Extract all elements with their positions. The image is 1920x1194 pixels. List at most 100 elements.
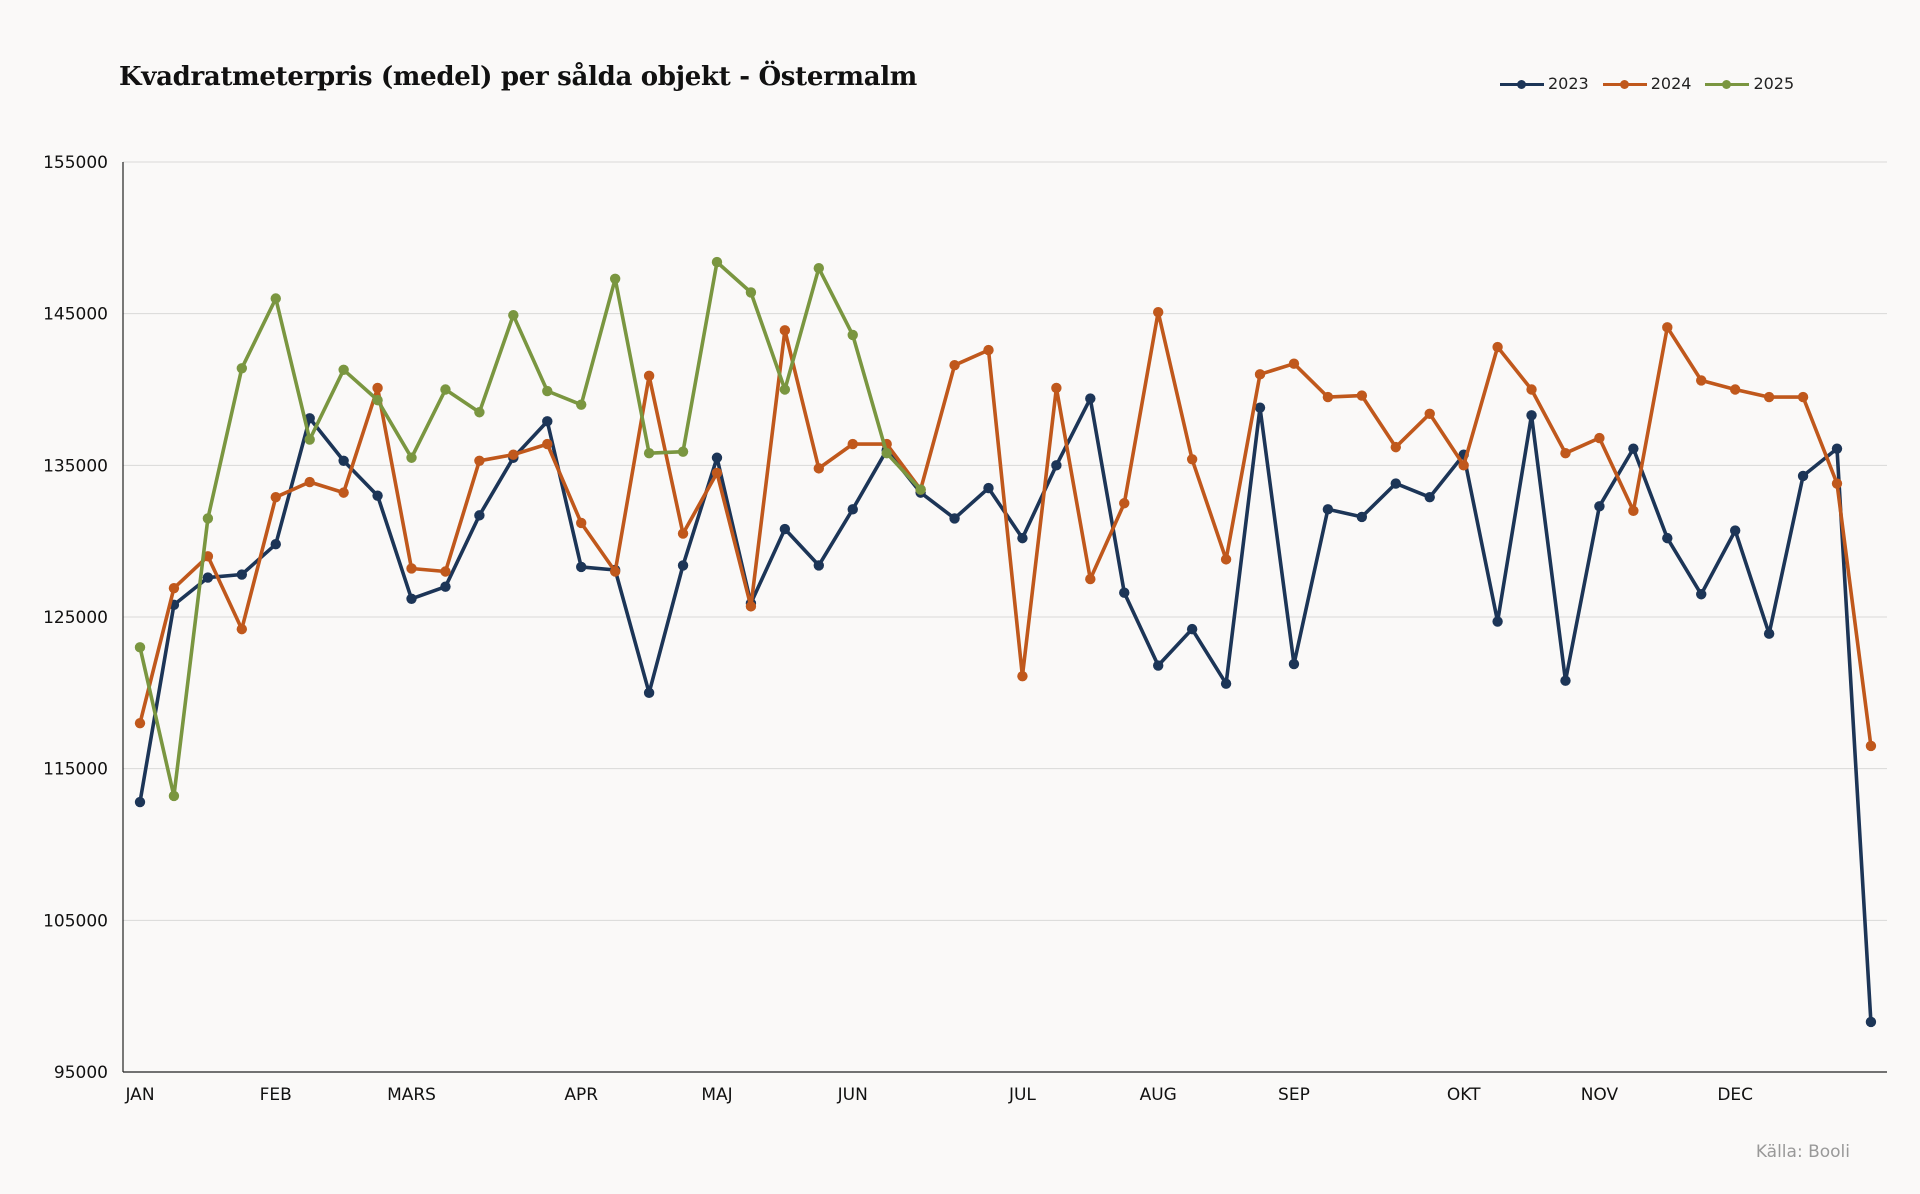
- data-point-2023-30: [1153, 660, 1164, 671]
- data-point-2024-46: [1696, 375, 1707, 386]
- data-point-2024-18: [745, 601, 757, 612]
- data-point-2025-3: [236, 363, 248, 374]
- y-tick-label-145000: 145000: [43, 305, 108, 325]
- data-point-2024-36: [1356, 390, 1368, 401]
- data-point-2025-20: [813, 262, 824, 274]
- data-point-2025-21: [847, 329, 858, 341]
- series-line-2025: [138, 260, 923, 798]
- legend-label-2023: 2023: [1548, 74, 1589, 93]
- x-tick-label-maj: MAJ: [701, 1085, 732, 1105]
- data-point-2025-1: [168, 790, 180, 802]
- legend-item-2025: 2025: [1705, 74, 1794, 93]
- data-point-2024-32: [1220, 554, 1232, 565]
- data-point-2024-28: [1085, 573, 1096, 585]
- y-tick-label-155000: 155000: [43, 153, 108, 173]
- data-point-2024-3: [236, 623, 248, 635]
- x-tick-label-aug: AUG: [1140, 1085, 1177, 1105]
- data-point-2024-35: [1322, 391, 1334, 403]
- x-tick-label-mars: MARS: [387, 1085, 436, 1105]
- series-line-2023: [138, 396, 1873, 1024]
- data-point-2023-28: [1085, 393, 1096, 404]
- data-point-2025-23: [915, 484, 926, 495]
- data-point-2024-20: [813, 463, 824, 474]
- data-point-2023-20: [813, 560, 824, 571]
- data-point-2023-13: [576, 561, 587, 573]
- data-point-2023-4: [270, 539, 281, 550]
- data-point-2023-24: [949, 513, 960, 524]
- data-point-2023-32: [1220, 678, 1232, 689]
- data-point-2023-46: [1696, 589, 1707, 600]
- legend-item-2024: 2024: [1602, 74, 1692, 93]
- data-point-2024-14: [609, 566, 621, 577]
- data-point-2025-7: [372, 394, 383, 406]
- data-point-2024-25: [983, 344, 994, 356]
- y-tick-label-115000: 115000: [43, 760, 108, 780]
- data-point-2025-8: [406, 452, 417, 463]
- data-point-2024-40: [1492, 341, 1503, 353]
- x-tick-label-apr: APR: [564, 1085, 598, 1105]
- data-point-2024-8: [406, 563, 417, 574]
- data-point-2024-1: [168, 582, 180, 594]
- data-point-2023-38: [1424, 491, 1435, 503]
- data-point-2023-3: [236, 569, 248, 580]
- data-point-2024-47: [1729, 384, 1741, 395]
- data-point-2023-9: [440, 581, 451, 592]
- data-point-2023-31: [1186, 623, 1198, 635]
- data-point-2024-31: [1186, 454, 1198, 465]
- data-point-2023-15: [643, 687, 655, 699]
- data-point-2023-5: [304, 413, 315, 424]
- data-point-2023-12: [542, 416, 553, 427]
- x-tick-label-jul: JUL: [1008, 1085, 1036, 1105]
- data-point-2023-45: [1662, 532, 1673, 544]
- data-point-2025-9: [440, 384, 451, 395]
- data-point-2024-7: [372, 382, 383, 394]
- data-point-2025-18: [745, 287, 757, 298]
- data-point-2025-4: [270, 293, 281, 304]
- data-point-2025-13: [576, 399, 587, 410]
- data-point-2024-37: [1390, 441, 1401, 453]
- data-point-2023-10: [474, 510, 485, 521]
- data-point-2024-50: [1831, 478, 1843, 489]
- x-tick-label-nov: NOV: [1581, 1085, 1619, 1105]
- data-point-2023-48: [1763, 628, 1775, 639]
- data-point-2024-11: [508, 449, 519, 460]
- data-point-2024-15: [643, 370, 655, 382]
- data-point-2024-12: [542, 438, 553, 450]
- data-point-2024-34: [1288, 358, 1300, 369]
- data-point-2025-17: [711, 256, 723, 268]
- legend-swatch-2023: [1500, 77, 1544, 91]
- data-point-2024-0: [134, 717, 146, 729]
- x-tick-label-jun: JUN: [837, 1085, 868, 1105]
- data-point-2024-42: [1560, 448, 1571, 459]
- data-point-2023-19: [779, 523, 791, 535]
- data-point-2023-6: [338, 455, 349, 466]
- data-point-2024-38: [1424, 408, 1435, 419]
- data-point-2024-10: [474, 455, 485, 466]
- legend-label-2024: 2024: [1650, 74, 1692, 93]
- data-point-2024-4: [270, 491, 281, 503]
- legend-swatch-2025: [1705, 77, 1750, 91]
- data-point-2024-41: [1526, 384, 1537, 395]
- data-point-2025-14: [609, 273, 621, 284]
- data-point-2025-10: [474, 407, 485, 418]
- data-point-2024-24: [949, 360, 960, 371]
- data-point-2023-37: [1390, 478, 1401, 489]
- data-point-2025-6: [338, 364, 349, 375]
- data-point-2024-27: [1051, 382, 1062, 394]
- data-point-2024-19: [779, 325, 791, 336]
- data-point-2023-17: [711, 452, 723, 463]
- data-point-2024-51: [1865, 740, 1877, 752]
- data-point-2024-39: [1458, 460, 1469, 471]
- data-point-2023-25: [983, 482, 994, 494]
- legend-item-2023: 2023: [1500, 74, 1589, 93]
- legend-label-2025: 2025: [1753, 74, 1795, 93]
- data-point-2025-12: [542, 385, 553, 397]
- data-point-2023-49: [1797, 470, 1809, 482]
- data-point-2024-26: [1017, 670, 1028, 682]
- data-point-2023-51: [1865, 1016, 1877, 1028]
- data-point-2024-17: [711, 467, 723, 479]
- x-tick-label-sep: SEP: [1278, 1085, 1310, 1105]
- x-tick-label-feb: FEB: [260, 1085, 292, 1105]
- y-tick-label-105000: 105000: [43, 911, 108, 931]
- data-point-2025-19: [779, 384, 791, 395]
